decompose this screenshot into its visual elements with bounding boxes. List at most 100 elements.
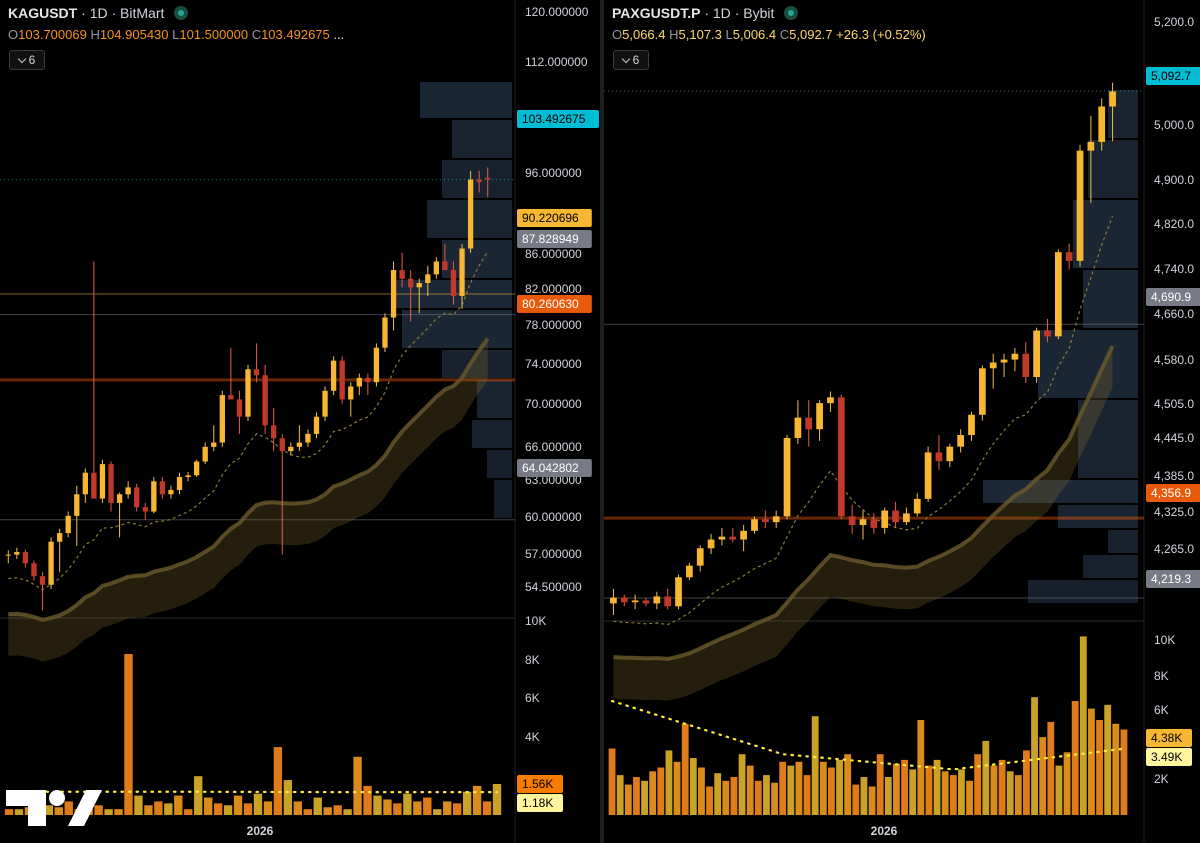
high-value: 5,107.3 <box>678 27 722 42</box>
volume-bar <box>852 784 860 815</box>
price-axis-label: 4,660.0 <box>1154 307 1194 321</box>
volume-bar <box>164 803 173 815</box>
volume-bar <box>1031 697 1038 815</box>
volume-badge-bg <box>1146 748 1192 766</box>
indicators-toggle-button[interactable]: 6 <box>9 50 45 70</box>
candle-body <box>82 472 88 495</box>
candle-body <box>219 395 225 443</box>
candle-body <box>39 576 46 585</box>
volume-badge-label: 1.56K <box>522 777 553 791</box>
candle-body <box>116 494 123 503</box>
volume-bar <box>433 809 442 815</box>
candle-body <box>816 403 823 430</box>
volume-bar <box>373 795 382 815</box>
close-label: C <box>779 27 790 42</box>
price-badge-label: 4,219.3 <box>1151 572 1191 586</box>
candle-body <box>485 177 491 180</box>
candle-body <box>631 600 639 603</box>
candle-body <box>322 390 328 417</box>
candle-body <box>56 533 63 542</box>
volume-bar <box>665 750 673 815</box>
pane-divider[interactable] <box>600 0 604 843</box>
candle-body <box>837 397 845 517</box>
candle-body <box>935 452 943 462</box>
volume-bar <box>223 805 233 815</box>
volume-bar <box>54 807 63 815</box>
volume-bar <box>94 805 103 815</box>
price-axis-label: 60.000000 <box>525 510 582 524</box>
volume-bar <box>64 801 73 815</box>
tradingview-logo-icon <box>6 790 102 826</box>
interval-label[interactable]: 1D <box>89 5 108 21</box>
volume-bar <box>14 809 24 815</box>
volume-bar <box>393 803 402 815</box>
price-axis-label: 4,385.0 <box>1154 469 1194 483</box>
volume-profile-bar <box>472 420 512 448</box>
price-axis-label: 112.000000 <box>525 55 588 69</box>
volume-bar <box>174 795 183 815</box>
volume-bar <box>403 793 412 815</box>
volume-bar <box>681 723 689 815</box>
candle-body <box>211 442 217 447</box>
chart-pane-paxgusdt[interactable]: 5,200.0 5,000.0 4,900.0 4,820.0 4,740.0 4,660… <box>604 0 1200 843</box>
candle-body <box>125 487 131 495</box>
indicators-toggle-button[interactable]: 6 <box>613 50 649 70</box>
chart-canvas-kagusdt[interactable]: 120.000000 112.000000 96.000000 86.000000 82… <box>0 0 600 843</box>
candle-body <box>1065 252 1073 261</box>
volume-badge-label: 1.18K <box>522 796 553 810</box>
volume-bar <box>472 785 482 815</box>
candle-body <box>356 377 362 387</box>
price-badge-bg <box>1146 288 1200 306</box>
ema-slow-line <box>8 337 490 622</box>
symbol-name[interactable]: KAGUSDT <box>8 5 78 21</box>
candle-body <box>99 464 106 499</box>
volume-bar <box>958 769 965 815</box>
volume-bar <box>876 754 884 815</box>
interval-label[interactable]: 1D <box>712 5 731 21</box>
volume-profile-bar <box>1108 530 1138 553</box>
candle-body <box>848 516 856 526</box>
chart-canvas-paxgusdt[interactable]: 5,200.0 5,000.0 4,900.0 4,820.0 4,740.0 4,660… <box>604 0 1200 843</box>
volume-bar <box>746 765 754 815</box>
candle-body <box>1044 330 1051 337</box>
volume-axis-label: 6K <box>525 691 540 705</box>
price-badge-label: 4,356.9 <box>1151 486 1191 500</box>
open-value: 103.700069 <box>18 27 87 42</box>
price-axis-label: 4,265.0 <box>1154 542 1194 556</box>
candle-body <box>65 515 71 534</box>
volume-bar <box>795 761 803 815</box>
volume-bar <box>893 763 900 815</box>
price-axis-label: 66.000000 <box>525 440 582 454</box>
price-axis-label: 5,000.0 <box>1154 118 1194 132</box>
price-badge-bg <box>517 459 592 477</box>
volume-profile-bar <box>1083 270 1138 328</box>
price-badge-bg <box>517 110 599 128</box>
price-badge-bg <box>1146 484 1200 502</box>
volume-bar <box>689 758 697 815</box>
candle-body <box>228 395 234 400</box>
volume-bar <box>722 780 730 815</box>
volume-bar <box>982 740 990 815</box>
volume-bar <box>649 771 657 815</box>
candle-body <box>296 442 303 447</box>
volume-bar <box>213 803 223 815</box>
chart-pane-kagusdt[interactable]: 120.000000 112.000000 96.000000 86.000000 82… <box>0 0 600 843</box>
low-value: 5,006.4 <box>732 27 777 42</box>
close-label: C <box>251 27 262 42</box>
symbol-name[interactable]: PAXGUSDT.P <box>612 5 701 21</box>
candle-body <box>245 369 251 417</box>
more-values: ... <box>333 27 345 42</box>
candle-body <box>134 487 140 508</box>
candle-body <box>1076 150 1084 261</box>
candle-body <box>467 179 474 249</box>
volume-bar <box>273 747 283 815</box>
ema-slow-line <box>613 345 1115 661</box>
volume-bar <box>104 809 113 815</box>
candle-body <box>892 510 899 523</box>
indicators-count: 6 <box>632 53 640 67</box>
price-badge-bg <box>517 209 592 227</box>
candle-body <box>168 489 174 495</box>
volume-bar <box>624 784 632 815</box>
price-badge-label: 80.260630 <box>522 297 579 311</box>
price-axis-label: 4,325.0 <box>1154 505 1194 519</box>
